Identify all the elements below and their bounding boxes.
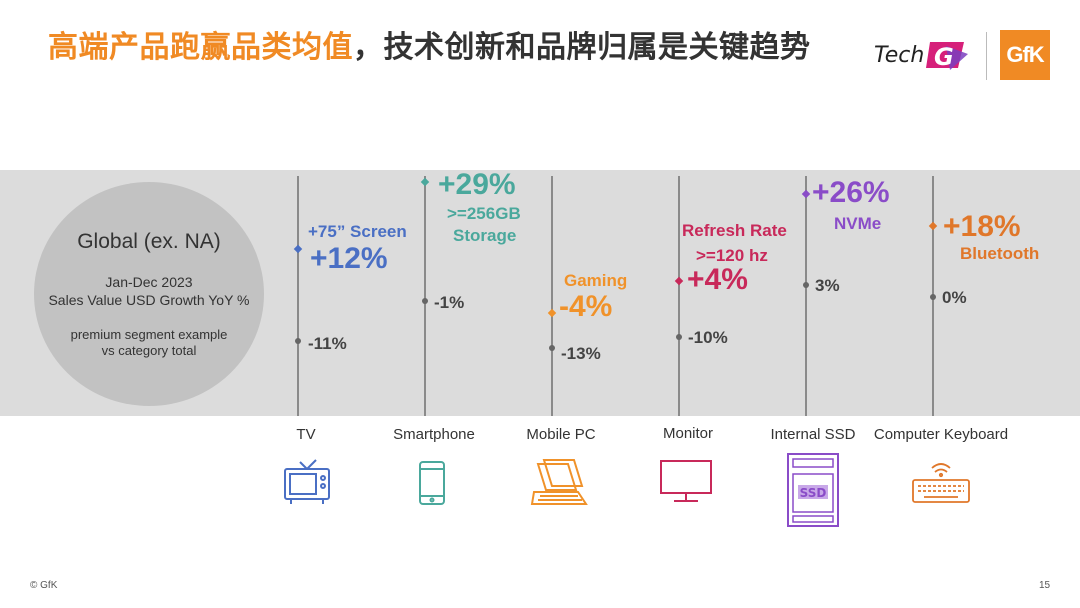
category-label-mobile-pc: Mobile PC <box>526 426 596 443</box>
monitor-premium-value: +4% <box>687 263 748 296</box>
axis-line-ssd <box>805 176 807 416</box>
global-summary-circle: Global (ex. NA) Jan-Dec 2023 Sales Value… <box>34 182 264 406</box>
monitor-segment-label-1: Refresh Rate <box>682 221 787 240</box>
axis-line-mobile-pc <box>551 176 553 416</box>
smartphone-premium-value: +29% <box>438 168 516 201</box>
monitor-total-value: -10% <box>688 328 728 347</box>
smartphone-segment-label-1: >=256GB <box>447 204 521 223</box>
axis-line-tv <box>297 176 299 416</box>
mobile-pc-total-value: -13% <box>561 344 601 363</box>
keyboard-premium-value: +18% <box>943 210 1021 243</box>
global-period: Jan-Dec 2023 <box>105 274 193 290</box>
global-title: Global (ex. NA) <box>77 230 221 253</box>
page-number: 15 <box>1039 580 1051 591</box>
techg-logo-word: Tech <box>874 42 925 68</box>
smartphone-segment-label-2: Storage <box>453 226 517 245</box>
total-marker-tv <box>295 337 301 344</box>
ssd-total-value: 3% <box>815 276 840 295</box>
title-rest: ，技术创新和品牌归属是关键趋势 <box>353 31 811 64</box>
keyboard-icon <box>910 458 972 509</box>
tv-icon <box>282 458 332 511</box>
logo-divider <box>986 32 987 80</box>
category-label-ssd: Internal SSD <box>770 426 856 443</box>
monitor-segment-label-2: >=120 hz <box>696 246 768 265</box>
gfk-logo: GfK <box>1000 30 1050 80</box>
smartphone-icon <box>418 460 446 511</box>
tv-total-value: -11% <box>308 334 347 353</box>
global-note-2: vs category total <box>101 343 197 358</box>
techg-g-mark: G <box>926 38 969 72</box>
footer-copyright: © GfK <box>30 580 58 591</box>
global-metric: Sales Value USD Growth YoY % <box>48 292 250 308</box>
tv-segment-label: +75” Screen <box>308 222 407 241</box>
category-label-keyboard: Computer Keyboard <box>873 426 1009 443</box>
global-note-1: premium segment example <box>70 327 228 342</box>
category-label-smartphone: Smartphone <box>393 426 475 443</box>
axis-line-monitor <box>678 176 680 416</box>
svg-text:G: G <box>934 43 954 71</box>
category-label-tv: TV <box>296 426 316 443</box>
mobile-pc-segment-label: Gaming <box>564 271 628 290</box>
monitor-icon <box>658 458 714 509</box>
keyboard-total-value: 0% <box>942 288 967 307</box>
total-marker-keyboard <box>930 294 936 300</box>
keyboard-segment-label: Bluetooth <box>960 244 1040 263</box>
tv-premium-value: +12% <box>310 242 388 275</box>
total-marker-mobile-pc <box>549 345 555 352</box>
total-marker-smartphone <box>422 297 428 304</box>
title-highlight: 高端产品跑赢品类均值 <box>48 31 353 64</box>
techg-logo: Tech G <box>874 38 969 72</box>
ssd-segment-label: NVMe <box>834 214 882 233</box>
total-marker-ssd <box>803 282 809 289</box>
total-marker-monitor <box>676 333 682 340</box>
mobile-pc-premium-value: -4% <box>559 290 613 323</box>
page-title: 高端产品跑赢品类均值，技术创新和品牌归属是关键趋势 <box>48 22 811 66</box>
axis-line-smartphone <box>424 176 426 416</box>
svg-text:SSD: SSD <box>800 486 827 500</box>
laptop-icon <box>530 456 592 513</box>
smartphone-total-value: -1% <box>434 293 465 312</box>
ssd-icon: SSD <box>786 452 840 533</box>
category-label-monitor: Monitor <box>662 425 714 442</box>
ssd-premium-value: +26% <box>812 176 890 209</box>
